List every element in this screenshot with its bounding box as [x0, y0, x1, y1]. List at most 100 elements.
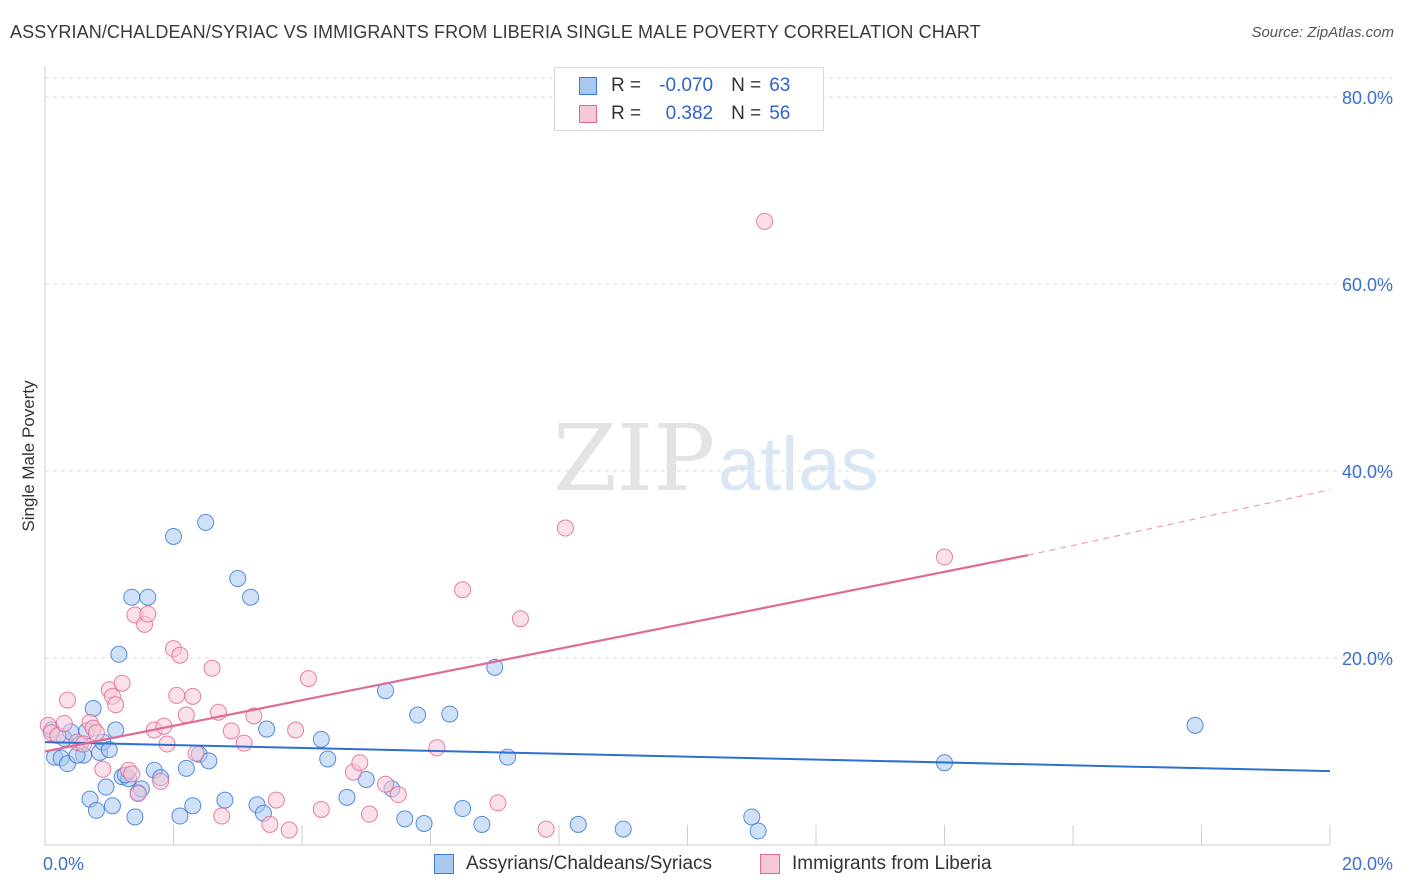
- source-label: Source: ZipAtlas.com: [1251, 24, 1394, 41]
- data-point-assyrian: [396, 810, 414, 828]
- data-point-assyrian: [197, 513, 215, 531]
- data-point-liberia: [377, 775, 395, 793]
- y-axis-title: Single Male Poverty: [19, 380, 38, 532]
- data-point-liberia: [55, 714, 73, 732]
- data-point-assyrian: [242, 588, 260, 606]
- data-point-liberia: [511, 610, 529, 628]
- data-point-liberia: [87, 724, 105, 742]
- series-label-pink: Immigrants from Liberia: [792, 853, 992, 874]
- data-point-liberia: [123, 765, 141, 783]
- trendline-liberia: [44, 554, 1029, 753]
- data-point-liberia: [936, 548, 953, 566]
- watermark-atlas: atlas: [718, 422, 879, 507]
- watermark-zip: ZIP: [553, 405, 715, 512]
- data-point-liberia: [129, 785, 147, 803]
- data-point-liberia: [235, 734, 253, 752]
- series-legend-blue: Assyrians/Chaldeans/Syriacs: [434, 852, 712, 876]
- watermark: ZIP atlas: [553, 405, 879, 512]
- correlation-legend: R = -0.070 N = 63 R = 0.382 N = 56: [554, 67, 824, 131]
- data-point-assyrian: [216, 791, 234, 809]
- data-point-liberia: [299, 670, 317, 688]
- data-point-assyrian: [743, 808, 761, 826]
- series-legend-pink: Immigrants from Liberia: [760, 852, 992, 876]
- trendline-assyrian: [44, 741, 1331, 773]
- data-point-liberia: [312, 800, 330, 818]
- data-point-liberia: [556, 519, 574, 537]
- data-point-assyrian: [357, 771, 375, 789]
- data-point-assyrian: [200, 752, 218, 770]
- data-point-liberia: [168, 686, 186, 704]
- data-point-liberia: [222, 722, 240, 740]
- data-point-assyrian: [454, 800, 472, 818]
- y-tick-label: 80.0%: [1342, 88, 1393, 108]
- y-tick-label: 20.0%: [1342, 649, 1393, 669]
- data-point-liberia: [261, 815, 279, 833]
- legend-swatch-blue: [579, 77, 597, 95]
- data-point-assyrian: [441, 705, 459, 723]
- data-point-liberia: [287, 721, 305, 739]
- data-point-assyrian: [171, 807, 189, 825]
- data-point-liberia: [360, 805, 378, 823]
- data-point-liberia: [213, 807, 231, 825]
- legend-r-value: 0.382: [665, 103, 714, 124]
- legend-n-value: 63: [769, 75, 791, 96]
- data-point-assyrian: [409, 706, 427, 724]
- data-point-assyrian: [139, 588, 157, 606]
- data-point-liberia: [107, 696, 125, 714]
- legend-n-label: N =: [731, 75, 762, 96]
- data-point-assyrian: [100, 741, 118, 759]
- data-point-assyrian: [177, 759, 195, 777]
- data-point-liberia: [389, 786, 407, 804]
- data-point-liberia: [537, 820, 555, 838]
- data-point-assyrian: [165, 527, 182, 545]
- data-point-liberia: [756, 212, 774, 230]
- data-point-assyrian: [87, 801, 105, 819]
- grid-layer: [45, 77, 1392, 659]
- data-point-liberia: [139, 605, 157, 623]
- data-point-liberia: [94, 760, 112, 778]
- data-point-assyrian: [97, 778, 115, 796]
- series-swatch-pink: [760, 854, 780, 874]
- data-point-liberia: [187, 744, 205, 762]
- data-point-liberia: [489, 794, 507, 812]
- y-tick-label: 60.0%: [1342, 275, 1393, 295]
- legend-swatch-pink: [579, 105, 597, 123]
- data-point-assyrian: [84, 699, 102, 717]
- data-point-liberia: [171, 646, 189, 664]
- legend-r-label: R =: [611, 103, 642, 124]
- data-point-liberia: [113, 674, 131, 692]
- data-point-liberia: [454, 581, 472, 599]
- data-point-assyrian: [569, 815, 587, 833]
- series-label-blue: Assyrians/Chaldeans/Syriacs: [466, 853, 713, 874]
- data-point-liberia: [184, 687, 202, 705]
- trend-layer: [44, 489, 1331, 773]
- data-point-liberia: [177, 706, 195, 724]
- data-point-liberia: [280, 821, 298, 839]
- data-point-assyrian: [123, 588, 141, 606]
- data-point-assyrian: [319, 750, 337, 768]
- data-point-assyrian: [258, 720, 276, 738]
- data-point-assyrian: [126, 808, 144, 826]
- x-tick-label: 0.0%: [43, 854, 84, 874]
- data-point-liberia: [152, 772, 170, 790]
- legend-row-pink: R = 0.382 N = 56: [579, 102, 790, 126]
- data-point-liberia: [351, 754, 369, 772]
- x-tick-label: 20.0%: [1342, 854, 1393, 874]
- data-point-liberia: [267, 791, 285, 809]
- trendline-liberia-extension: [1027, 489, 1331, 556]
- data-point-liberia: [58, 691, 76, 709]
- legend-r-value: -0.070: [659, 75, 714, 96]
- data-point-liberia: [203, 659, 221, 677]
- data-point-assyrian: [749, 822, 767, 840]
- y-tick-label: 40.0%: [1342, 462, 1393, 482]
- data-point-assyrian: [338, 788, 356, 806]
- legend-r-label: R =: [611, 75, 642, 96]
- data-point-assyrian: [1186, 716, 1204, 734]
- legend-row-blue: R = -0.070 N = 63: [579, 74, 790, 98]
- data-point-assyrian: [184, 797, 202, 815]
- data-point-assyrian: [473, 815, 491, 833]
- data-point-assyrian: [103, 797, 121, 815]
- chart-title: ASSYRIAN/CHALDEAN/SYRIAC VS IMMIGRANTS F…: [10, 22, 981, 42]
- data-point-assyrian: [229, 570, 247, 588]
